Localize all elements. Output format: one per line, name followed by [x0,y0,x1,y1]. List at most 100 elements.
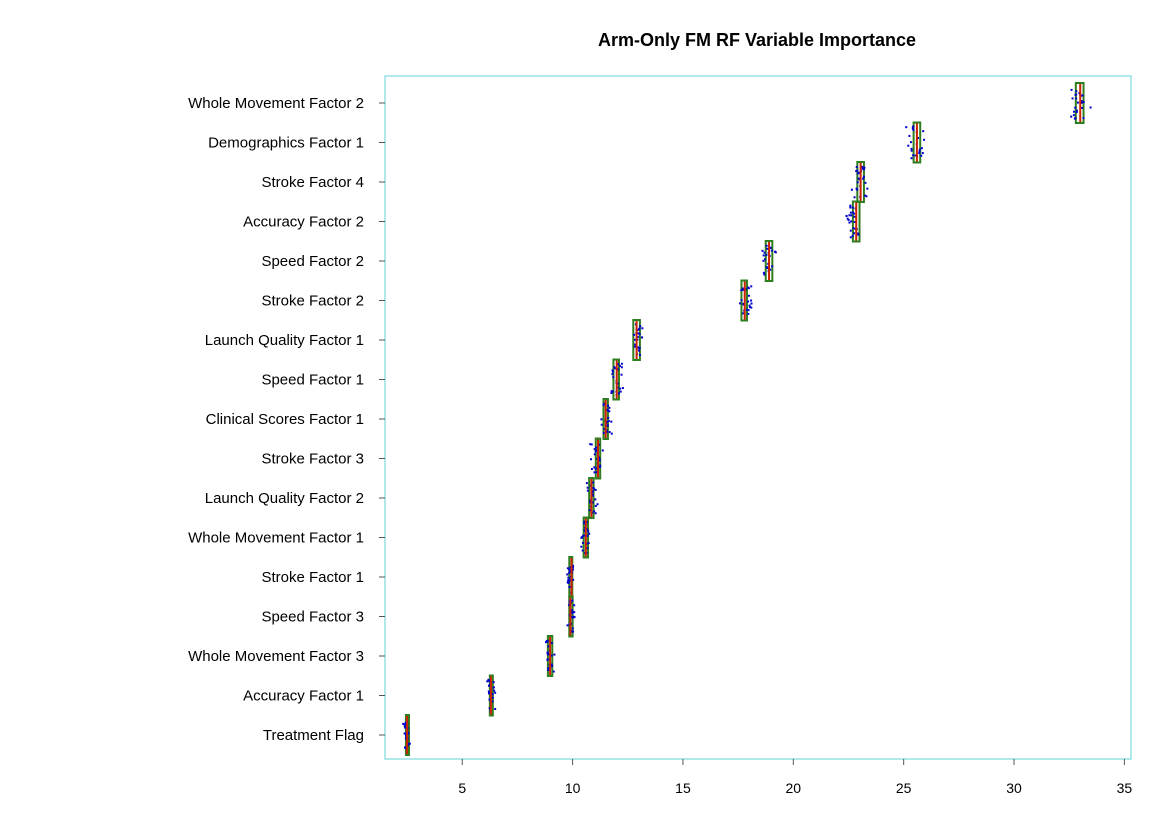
data-point [606,404,609,407]
data-point [571,599,574,602]
data-point [619,387,622,390]
data-point [851,234,854,237]
box-iqr [764,240,774,282]
data-point [750,306,753,309]
data-point [1082,101,1085,104]
box-launch-quality-factor-2 [585,477,599,519]
data-point [572,616,575,619]
data-point [750,302,753,305]
data-point [770,249,773,252]
data-point [598,457,601,460]
data-point [569,566,572,569]
category-label: Stroke Factor 2 [261,293,364,310]
data-point [761,249,764,252]
data-point [492,681,495,684]
data-point [591,494,594,497]
data-point [568,569,571,572]
data-point [912,154,915,157]
data-point [607,409,610,412]
data-point [862,177,865,180]
data-point [769,247,772,250]
data-point [590,458,593,461]
data-point [747,312,750,315]
data-point [1081,106,1084,109]
data-point [856,169,859,172]
data-point [1089,106,1092,109]
category-labels: Whole Movement Factor 2 Demographics Fact… [188,95,385,744]
data-point [592,481,595,484]
data-point [614,367,617,370]
data-point [852,227,855,230]
data-point [917,137,920,140]
data-point [1075,111,1078,114]
data-point [918,150,921,153]
data-point [590,468,593,471]
data-point [611,390,614,393]
box-whole-movement-factor-1 [580,516,591,559]
data-point [637,346,640,349]
box-iqr [912,121,922,164]
box-speed-factor-3 [566,595,576,638]
data-point [861,167,864,170]
data-point [571,612,574,615]
category-label: Accuracy Factor 2 [243,214,364,231]
data-point [566,624,569,627]
data-point [606,408,609,411]
data-point [606,420,609,423]
data-point [593,471,596,474]
data-point [586,547,589,550]
data-point [1076,101,1079,104]
data-point [601,449,604,452]
data-point [582,534,585,537]
data-point [608,406,611,409]
data-point [1073,117,1076,120]
data-point [596,503,599,506]
box-clinical-scores-factor-1 [600,398,613,440]
data-point [769,268,772,271]
data-point [586,534,589,537]
category-label: Speed Factor 2 [261,253,364,270]
data-point [849,229,852,232]
box-whole-movement-factor-2 [1070,82,1092,124]
data-point [739,302,742,305]
data-point [742,312,745,315]
box-treatment-flag [402,714,411,756]
data-point [863,166,866,169]
data-point [593,510,596,513]
data-point [616,382,619,385]
data-point [851,206,854,209]
data-point [603,428,606,431]
data-point [1080,101,1083,104]
data-point [494,707,497,710]
data-point [747,300,750,303]
box-iqr [582,516,590,559]
data-point [594,488,597,491]
data-point [599,465,602,468]
box-stroke-factor-3 [589,437,604,480]
box-iqr [488,674,494,717]
box-accuracy-factor-2 [845,200,861,243]
data-point [848,221,851,224]
data-point [618,364,621,367]
category-label: Accuracy Factor 1 [243,688,364,705]
data-point [854,227,857,230]
data-point [864,194,867,197]
data-point [611,369,614,372]
data-point [856,232,859,235]
box-speed-factor-1 [610,358,624,401]
data-point [750,299,753,302]
data-point [866,187,869,190]
data-point [762,271,765,274]
data-point [774,250,777,253]
data-point [849,236,852,239]
data-point [602,431,605,434]
box-iqr [632,319,641,361]
data-point [638,353,641,356]
data-point [580,545,583,548]
data-point [905,126,908,129]
data-point [589,501,592,504]
data-point [573,604,576,607]
data-point [600,423,603,426]
data-point [847,218,850,221]
